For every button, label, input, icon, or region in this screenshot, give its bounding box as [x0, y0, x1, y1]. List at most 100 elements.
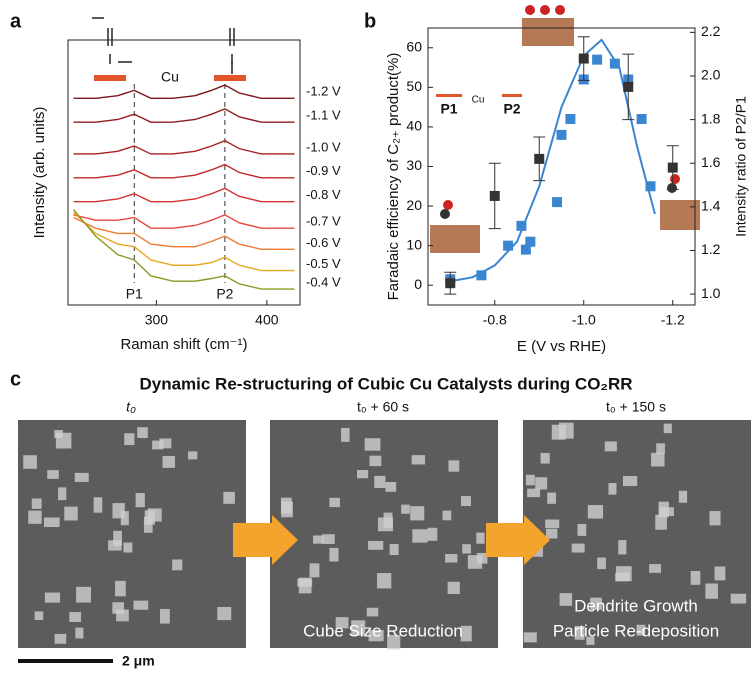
particle	[443, 511, 452, 521]
particle	[35, 611, 44, 620]
y-tick-label: 20	[406, 197, 422, 213]
y2-tick-label: 1.6	[701, 154, 721, 170]
particle	[608, 483, 616, 495]
particle	[357, 470, 368, 478]
particle	[664, 424, 672, 433]
y-axis-label: Faradaic efficiency of C₂₊ product(%)	[385, 53, 402, 301]
y-tick-label: 50	[406, 78, 422, 94]
caption: Cube Size Reduction	[303, 621, 463, 640]
particle	[547, 493, 556, 504]
x-tick-label: -1.0	[572, 312, 596, 328]
particle	[45, 593, 60, 603]
time-label: t₀ + 60 s	[357, 399, 409, 415]
particle	[313, 535, 324, 543]
series-label: -0.5 V	[306, 256, 341, 271]
particle	[152, 441, 163, 450]
series-label: -0.7 V	[306, 214, 341, 229]
particle	[144, 517, 153, 533]
particle	[679, 491, 687, 503]
panel-label: c	[10, 368, 21, 390]
particle	[44, 518, 60, 528]
particle	[310, 563, 320, 577]
particle	[385, 482, 396, 492]
cu-surface	[214, 75, 246, 81]
particle	[545, 519, 559, 528]
x-tick-label: -0.8	[483, 312, 507, 328]
particle	[410, 506, 424, 520]
particle	[623, 476, 637, 486]
point	[445, 278, 455, 288]
particle	[448, 460, 459, 471]
particle	[108, 540, 121, 550]
particle	[329, 548, 338, 562]
particle	[23, 455, 37, 469]
particle	[705, 583, 718, 598]
plot-frame	[428, 28, 695, 305]
annotation: P2	[503, 101, 520, 117]
x-axis-label: E (V vs RHE)	[517, 338, 606, 355]
particle	[448, 582, 460, 594]
peak-label: P2	[216, 286, 233, 302]
point	[490, 191, 500, 201]
particle	[133, 601, 148, 610]
particle	[47, 470, 59, 479]
peak-label: P1	[126, 286, 143, 302]
particle	[412, 529, 427, 542]
spectrum	[74, 212, 295, 270]
series-label: -1.1 V	[306, 108, 341, 123]
particle	[546, 529, 557, 539]
particle	[281, 498, 292, 514]
particle	[615, 573, 629, 582]
point	[592, 55, 602, 65]
y2-tick-label: 1.8	[701, 110, 721, 126]
particle	[572, 544, 585, 553]
particle	[365, 438, 381, 450]
particle	[710, 511, 721, 525]
x-tick-label: 300	[145, 312, 169, 328]
y-tick-label: 0	[414, 276, 422, 292]
spectrum	[74, 165, 295, 178]
point	[623, 82, 633, 92]
particle	[541, 453, 550, 464]
point	[525, 237, 535, 247]
y-axis-label: Intensity (arb. units)	[31, 107, 48, 239]
caption: Dendrite Growth	[574, 596, 698, 615]
particle	[116, 610, 129, 622]
y-tick-label: 30	[406, 157, 422, 173]
spectrum	[74, 109, 295, 122]
particle	[76, 587, 91, 603]
series-label: -0.6 V	[306, 235, 341, 250]
particle	[64, 507, 77, 521]
particle	[588, 505, 603, 519]
point	[668, 163, 678, 173]
point	[637, 114, 647, 124]
particle	[75, 473, 89, 482]
particle	[217, 607, 231, 620]
spectrum	[74, 188, 295, 201]
y2-tick-label: 1.2	[701, 241, 721, 257]
time-label: t₀	[126, 399, 136, 415]
scale-bar	[18, 659, 113, 663]
x-tick-label: 400	[255, 312, 279, 328]
annotation: Cu	[472, 95, 485, 106]
particle	[223, 492, 235, 504]
particle	[427, 528, 437, 541]
point	[503, 241, 513, 251]
particle	[390, 544, 399, 555]
particle	[377, 573, 391, 588]
particle	[691, 571, 701, 585]
particle	[597, 558, 606, 570]
particle	[445, 554, 457, 562]
particle	[367, 608, 379, 617]
cu-surface	[94, 75, 126, 81]
particle	[401, 505, 410, 514]
series-label: -1.0 V	[306, 139, 341, 154]
spectrum	[74, 141, 295, 154]
series-label: -0.4 V	[306, 275, 341, 290]
x-axis-label: Raman shift (cm⁻¹)	[120, 336, 247, 353]
particle	[329, 498, 340, 507]
scale-bar-label: 2 μm	[122, 653, 155, 669]
particle	[715, 566, 726, 580]
particle	[299, 578, 312, 594]
particle	[32, 498, 42, 508]
